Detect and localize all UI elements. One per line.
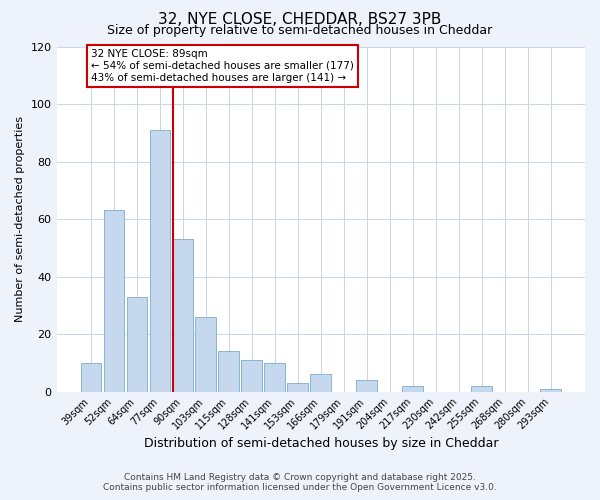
- Bar: [540, 388, 561, 392]
- Bar: [403, 386, 423, 392]
- Bar: [310, 374, 331, 392]
- Bar: [127, 296, 147, 392]
- Text: 32 NYE CLOSE: 89sqm
← 54% of semi-detached houses are smaller (177)
43% of semi-: 32 NYE CLOSE: 89sqm ← 54% of semi-detach…: [91, 50, 354, 82]
- Y-axis label: Number of semi-detached properties: Number of semi-detached properties: [15, 116, 25, 322]
- Bar: [104, 210, 124, 392]
- Bar: [80, 363, 101, 392]
- Bar: [218, 352, 239, 392]
- Bar: [196, 317, 216, 392]
- X-axis label: Distribution of semi-detached houses by size in Cheddar: Distribution of semi-detached houses by …: [143, 437, 498, 450]
- Bar: [241, 360, 262, 392]
- Text: 32, NYE CLOSE, CHEDDAR, BS27 3PB: 32, NYE CLOSE, CHEDDAR, BS27 3PB: [158, 12, 442, 28]
- Bar: [265, 363, 285, 392]
- Bar: [472, 386, 492, 392]
- Text: Size of property relative to semi-detached houses in Cheddar: Size of property relative to semi-detach…: [107, 24, 493, 37]
- Text: Contains HM Land Registry data © Crown copyright and database right 2025.
Contai: Contains HM Land Registry data © Crown c…: [103, 473, 497, 492]
- Bar: [173, 239, 193, 392]
- Bar: [287, 383, 308, 392]
- Bar: [356, 380, 377, 392]
- Bar: [149, 130, 170, 392]
